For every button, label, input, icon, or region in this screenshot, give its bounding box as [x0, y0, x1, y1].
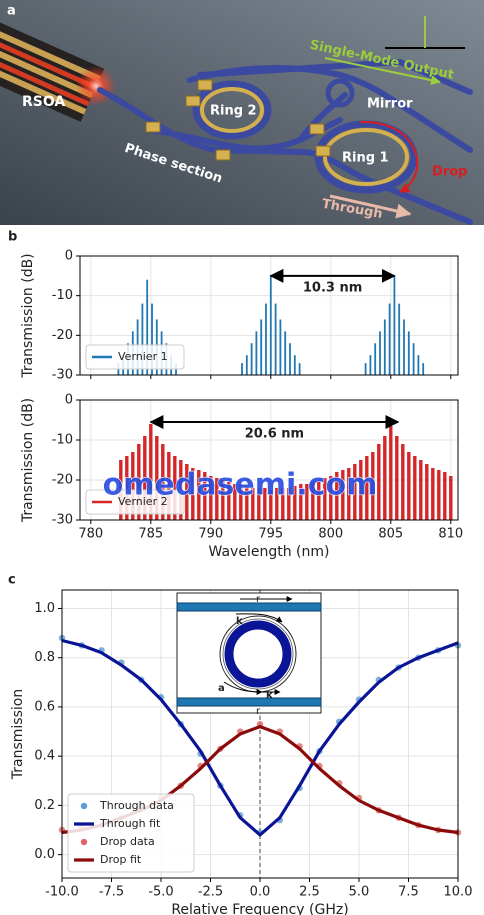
legend-marker — [80, 838, 88, 846]
legend-label: Vernier 2 — [118, 495, 168, 508]
legend-label: Through fit — [99, 817, 161, 830]
span-label: 20.6 nm — [245, 427, 304, 442]
y-tick-label: -10 — [52, 433, 73, 448]
drop-label: Drop — [432, 165, 467, 180]
inset-diagram: r k a k r — [176, 592, 322, 717]
panel-label: a — [7, 4, 16, 19]
through-arrow — [329, 194, 412, 219]
y-tick-label: -30 — [52, 513, 73, 528]
legend-box — [85, 344, 185, 370]
x-tick-label: 785 — [138, 527, 163, 542]
rsoa-label: RSOA — [22, 94, 65, 110]
ring2-label: Ring 2 — [210, 104, 257, 119]
fit-line — [61, 638, 459, 837]
y-tick-label: 0.0 — [34, 847, 55, 862]
x-tick-label: -5.0 — [148, 885, 173, 900]
legend-box — [67, 793, 195, 873]
y-tick-label: 0.8 — [34, 650, 55, 665]
x-tick-label: 780 — [78, 527, 103, 542]
span-label: 10.3 nm — [303, 280, 362, 295]
plot-frame — [61, 589, 459, 879]
laser-glow — [76, 66, 116, 106]
ring-1-heater — [323, 128, 409, 186]
legend-label: Drop fit — [100, 853, 142, 866]
panel-label: c — [8, 573, 16, 588]
x-tick-label: 805 — [378, 527, 403, 542]
watermark: omedasemi.com — [103, 468, 378, 503]
ring-2-heater — [200, 87, 264, 133]
waveguides — [97, 58, 473, 225]
y-axis-label: Transmission — [10, 689, 26, 780]
drop-arrow — [359, 120, 419, 193]
y-tick-label: 1.0 — [34, 601, 55, 616]
legend-label: Drop data — [100, 835, 155, 848]
mirror-loop — [325, 78, 355, 108]
ring1-label: Ring 1 — [342, 151, 389, 166]
ring-2 — [192, 80, 272, 140]
y-tick-label: 0 — [65, 393, 73, 408]
y-tick-label: 0.6 — [34, 699, 55, 714]
plot-frame — [79, 399, 459, 521]
ring-1 — [314, 120, 418, 194]
x-tick-label: -10.0 — [45, 885, 79, 900]
y-tick-label: -10 — [52, 288, 73, 303]
plot-frame — [79, 255, 459, 376]
inset-label: k — [266, 690, 273, 701]
electrode-pads — [145, 79, 331, 161]
output-arrow — [324, 57, 441, 86]
y-tick-label: -20 — [52, 473, 73, 488]
x-tick-label: 2.5 — [299, 885, 320, 900]
x-tick-label: 5.0 — [349, 885, 370, 900]
legend-label: Vernier 1 — [118, 350, 168, 363]
legend-label: Through data — [99, 799, 174, 812]
inset-label: k — [236, 616, 243, 627]
y-axis-label: Transmission (dB) — [20, 398, 36, 523]
mirror-label: Mirror — [367, 97, 413, 112]
inset-label: r — [256, 706, 261, 717]
x-tick-label: 790 — [198, 527, 223, 542]
x-tick-label: -2.5 — [198, 885, 223, 900]
y-tick-label: 0 — [65, 249, 73, 264]
x-axis-label: Relative Frequency (GHz) — [171, 902, 348, 915]
x-tick-label: 800 — [318, 527, 343, 542]
x-axis-label: Wavelength (nm) — [209, 544, 330, 560]
inset-label: a — [218, 683, 225, 694]
x-tick-label: 10.0 — [444, 885, 473, 900]
y-tick-label: -20 — [52, 328, 73, 343]
x-tick-label: 810 — [438, 527, 463, 542]
x-tick-label: 0.0 — [250, 885, 271, 900]
y-tick-label: 0.4 — [34, 749, 55, 764]
legend-marker — [80, 802, 88, 810]
x-tick-label: 795 — [258, 527, 283, 542]
device-render: a RSOA Ring 2 Phase section Mirror Singl… — [0, 0, 484, 225]
y-axis-label: Transmission (dB) — [20, 253, 36, 378]
inset-label: r — [256, 594, 261, 605]
rsoa-chip — [0, 18, 105, 122]
y-tick-label: 0.2 — [34, 798, 55, 813]
y-tick-label: -30 — [52, 368, 73, 383]
legend-box — [85, 489, 185, 515]
x-tick-label: 7.5 — [398, 885, 419, 900]
panel-label: b — [8, 230, 17, 245]
x-tick-label: -7.5 — [99, 885, 124, 900]
